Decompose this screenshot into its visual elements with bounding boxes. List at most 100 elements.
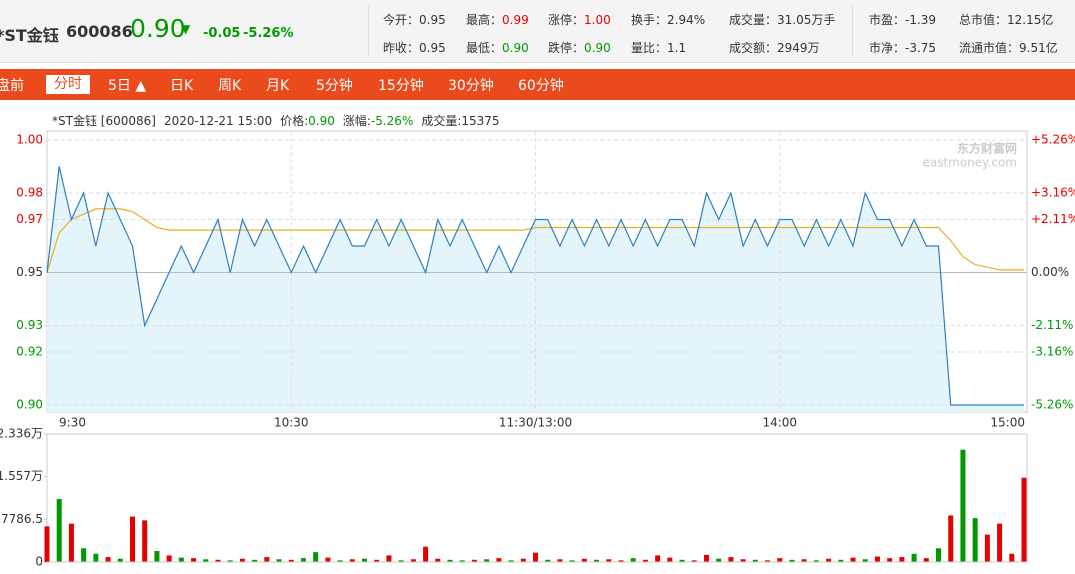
stat-value: 0.95 [419,13,446,27]
stat: 成交量：31.05万手 [729,11,835,28]
quote-header: *ST金钰 600086 0.90 ▼ -0.05 -5.26% 今开：0.95… [0,0,1075,63]
volume-bar [740,559,746,562]
y-tick-label: 0 [35,555,43,569]
volume-bar [508,560,514,562]
volume-bar [142,520,148,562]
price-line [46,166,1024,406]
volume-bar [325,557,331,562]
y-tick-label: 7786.5 [1,512,43,526]
volume-bar [789,559,795,562]
volume-bar [227,560,233,562]
volume-bar [239,558,245,562]
stat-value: 1.1 [667,41,687,55]
y-tick-label: 0.90 [16,398,43,412]
y2-tick-label: +2.11% [1031,212,1075,226]
volume-bar [533,552,538,562]
volume-bar [655,555,661,562]
volume-bar [545,559,551,562]
stat: 市盈：-1.39 [869,11,936,28]
period-tab[interactable]: 盘前 [0,78,24,94]
volume-bar [642,559,648,562]
volume-bar [252,559,258,562]
volume-bar [862,559,868,562]
volume-bar [850,557,856,562]
volume-bar [264,557,270,562]
volume-bar [484,559,490,562]
stat-value: 9.51亿 [1019,41,1058,55]
period-tab[interactable]: 周K [218,78,242,94]
stat-label: 最低： [466,41,503,55]
volume-bar [68,523,74,562]
stat: 成交额：2949万 [729,39,820,56]
info-change-label: 涨幅: [343,113,371,128]
volume-bar [117,558,123,562]
period-tab[interactable]: 月K [266,78,290,94]
stat-value: 2949万 [777,41,820,55]
stat: 换手：2.94% [631,11,705,28]
volume-bar [362,558,368,562]
volume-bar [581,558,587,562]
volume-bar [1009,553,1015,562]
volume-bar [313,552,319,562]
volume-bar [410,559,416,562]
stat-label: 跌停： [548,41,585,55]
period-tab[interactable]: 5分钟 [316,78,353,94]
volume-bar [459,560,465,562]
period-tab[interactable]: 60分钟 [518,78,564,94]
x-tick-label: 15:00 [990,416,1025,430]
volume-bar [349,559,355,562]
y-tick-label: 1.557万 [0,469,43,483]
stock-code: 600086 [66,22,133,41]
volume-bar [191,558,197,562]
period-tab[interactable]: 5日 ▲ [108,78,147,94]
stat-label: 最高： [466,13,503,27]
volume-bar [801,559,807,562]
volume-bar [56,498,62,562]
separator [852,6,853,56]
y2-tick-label: -2.11% [1031,318,1073,332]
volume-bar [569,560,575,562]
stat: 最低：0.90 [466,39,529,56]
volume-bar [447,559,453,562]
period-tab[interactable]: 分时 [46,75,90,94]
stat: 昨收：0.95 [383,39,446,56]
volume-bar [899,557,905,562]
stat-label: 昨收： [383,41,420,55]
volume-bar [984,534,990,562]
volume-bar [936,548,942,562]
volume-bar [154,551,160,562]
watermark: eastmoney.com [922,156,1017,170]
info-time: 2020-12-21 15:00 [164,114,272,128]
stat: 市净：-3.75 [869,39,936,56]
volume-bar [813,560,819,562]
stock-name: *ST金钰 [0,26,59,45]
y2-tick-label: +3.16% [1031,185,1075,199]
stat-value: -1.39 [905,13,937,27]
period-tab[interactable]: 30分钟 [448,78,494,94]
stat-label: 量比： [631,41,668,55]
price-change-pct: -5.26% [243,26,294,41]
volume-bar [838,559,844,562]
stat-value: 1.00 [584,13,611,27]
stat-label: 流通市值： [959,41,1020,55]
period-tabs: 盘前 分时 5日 ▲ 日K 周K 月K 5分钟 15分钟 30分钟 60分钟 [0,69,1075,100]
volume-bar [923,558,929,562]
stat-label: 涨停： [548,13,585,27]
info-line: *ST金钰 [600086] 2020-12-21 15:00 价格:0.90 涨幅:… [52,113,500,128]
period-tab[interactable]: 日K [170,78,194,94]
x-tick-label: 11:30/13:00 [499,416,572,430]
volume-bar [874,556,880,562]
price-change: -0.05 [203,26,241,41]
info-volume: 15375 [461,114,499,128]
period-tab[interactable]: 15分钟 [378,78,424,94]
volume-bar [1021,477,1027,562]
stat: 最高：0.99 [466,11,529,28]
volume-bar [997,523,1003,562]
y2-tick-label: -3.16% [1031,345,1073,359]
volume-bar [81,548,87,562]
y-tick-label: 0.95 [16,265,43,279]
y-tick-label: 1.00 [16,133,43,147]
y-tick-label: 0.92 [16,345,43,359]
volume-bar [606,559,612,562]
